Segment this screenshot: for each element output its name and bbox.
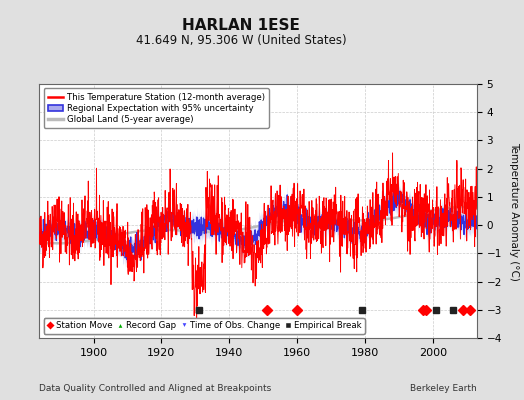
Text: 41.649 N, 95.306 W (United States): 41.649 N, 95.306 W (United States) (136, 34, 346, 47)
Text: Berkeley Earth: Berkeley Earth (410, 384, 477, 393)
Text: Data Quality Controlled and Aligned at Breakpoints: Data Quality Controlled and Aligned at B… (39, 384, 271, 393)
Y-axis label: Temperature Anomaly (°C): Temperature Anomaly (°C) (509, 142, 519, 280)
Text: HARLAN 1ESE: HARLAN 1ESE (182, 18, 300, 33)
Legend: Station Move, Record Gap, Time of Obs. Change, Empirical Break: Station Move, Record Gap, Time of Obs. C… (43, 318, 365, 334)
